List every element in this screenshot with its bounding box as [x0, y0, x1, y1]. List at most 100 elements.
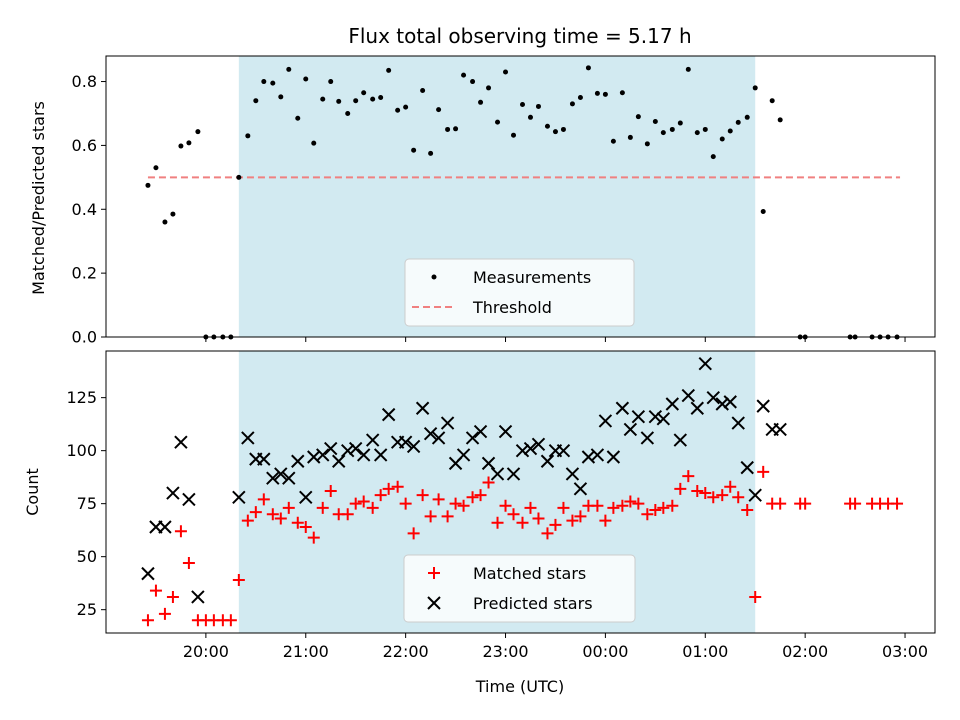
matched-point: [266, 508, 279, 521]
measurement-point: [610, 138, 616, 144]
legend-threshold: Threshold: [472, 298, 552, 317]
measurement-point: [669, 126, 675, 132]
predicted-point: [465, 431, 480, 445]
matched-point: [674, 482, 687, 495]
top-y-axis-label: Matched/Predicted stars: [29, 101, 48, 295]
predicted-point: [174, 435, 188, 449]
measurement-point: [145, 182, 151, 188]
predicted-point: [348, 441, 363, 456]
matched-point: [491, 516, 504, 529]
matched-point: [307, 531, 320, 544]
measurement-point: [386, 67, 392, 73]
measurement-point: [710, 154, 716, 160]
bottom-y-tick-label: 75: [77, 494, 97, 513]
predicted-point: [615, 401, 630, 415]
matched-point: [457, 499, 470, 512]
top-legend: Measurements Threshold: [404, 258, 635, 327]
top-y-tick-label: 0.8: [72, 72, 97, 91]
matched-point: [607, 501, 620, 514]
chart-title: Flux total observing time = 5.17 h: [348, 24, 691, 48]
bottom-y-tick-label: 100: [66, 441, 97, 460]
matched-point: [249, 506, 262, 519]
bottom-series-matched-stars: [141, 465, 904, 627]
measurement-point: [436, 107, 442, 113]
measurement-point: [635, 114, 641, 120]
matched-point: [524, 501, 537, 514]
bottom-y-tick-label: 125: [66, 388, 97, 407]
measurement-point: [395, 107, 401, 113]
matched-point: [799, 497, 812, 510]
predicted-point: [324, 441, 338, 456]
predicted-point: [473, 424, 488, 439]
predicted-point: [141, 566, 155, 581]
matched-point: [432, 493, 445, 506]
predicted-point: [490, 467, 505, 481]
predicted-point: [681, 388, 696, 403]
bottom-y-tick-label: 25: [77, 600, 97, 619]
measurement-point: [328, 79, 334, 85]
measurement-point: [411, 147, 417, 153]
predicted-point: [415, 401, 430, 415]
matched-point: [599, 514, 612, 527]
predicted-point: [316, 448, 330, 462]
measurement-point: [577, 95, 583, 101]
predicted-point: [440, 416, 455, 430]
measurement-point: [445, 126, 451, 132]
matched-point: [241, 514, 254, 527]
measurement-point: [495, 119, 501, 125]
measurement-point: [195, 129, 201, 135]
matched-point: [391, 480, 404, 493]
measurement-point: [511, 132, 517, 138]
matched-point: [482, 476, 495, 489]
measurement-point: [560, 126, 566, 132]
matched-point: [466, 491, 479, 504]
measurement-point: [478, 99, 484, 105]
bottom-x-tick-label: 03:00: [882, 642, 928, 661]
bottom-y-axis-label: Count: [23, 468, 42, 516]
matched-point: [682, 470, 695, 483]
predicted-point: [748, 488, 762, 502]
measurement-point: [719, 136, 725, 142]
matched-point: [699, 487, 712, 500]
predicted-point: [556, 443, 571, 458]
matched-point: [632, 497, 645, 510]
top-series-measurements: [145, 65, 900, 340]
predicted-point: [373, 448, 388, 462]
matched-point: [566, 514, 579, 527]
bottom-x-tick-label: 00:00: [582, 642, 628, 661]
measurement-point: [378, 95, 384, 101]
matched-point: [166, 590, 179, 603]
measurement-point: [619, 90, 625, 96]
predicted-point: [356, 448, 371, 462]
predicted-point: [640, 431, 655, 445]
measurement-point: [170, 211, 176, 217]
matched-point: [732, 491, 745, 504]
matched-point: [224, 614, 237, 627]
bottom-x-tick-label: 22:00: [383, 642, 429, 661]
measurement-point: [270, 80, 276, 86]
top-axes-frame: [105, 55, 936, 338]
matched-point: [574, 510, 587, 523]
measurement-point: [735, 119, 741, 125]
predicted-point: [423, 426, 438, 441]
measurement-point: [236, 174, 242, 180]
measurement-point: [253, 98, 259, 104]
matched-point: [182, 557, 195, 570]
matched-point: [341, 508, 354, 521]
measurement-point: [420, 87, 426, 93]
predicted-point: [406, 439, 421, 454]
measurement-point: [677, 120, 683, 126]
matched-point: [324, 484, 337, 497]
bottom-legend-box: [403, 554, 636, 623]
matched-point: [707, 491, 720, 504]
measurement-point: [311, 140, 317, 146]
predicted-point: [481, 456, 496, 471]
matched-point: [441, 510, 454, 523]
measurement-point: [535, 103, 541, 109]
predicted-point: [515, 443, 530, 458]
bottom-y-tick-label: 50: [77, 547, 97, 566]
predicted-point: [723, 395, 737, 409]
matched-point: [257, 493, 270, 506]
bottom-x-tick-label: 21:00: [283, 642, 329, 661]
